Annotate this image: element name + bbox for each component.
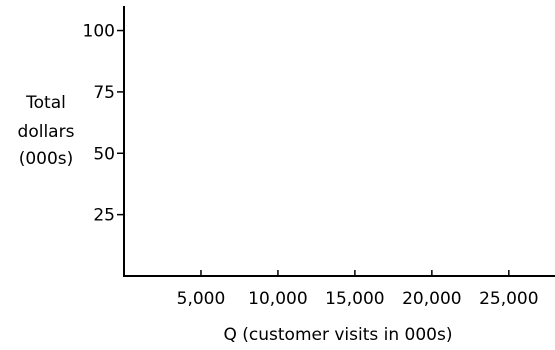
y-axis-label: Total dollars (000s) <box>18 93 75 169</box>
y-axis-label-line-2: dollars <box>18 122 75 142</box>
x-axis-label: Q (customer visits in 000s) <box>223 325 452 345</box>
x-ticks: 5,000 10,000 15,000 20,000 25,000 <box>177 270 539 309</box>
axes <box>123 6 555 277</box>
y-axis-label-line-3: (000s) <box>19 149 74 169</box>
y-tick-label: 75 <box>93 83 115 103</box>
x-tick-label: 5,000 <box>177 289 226 309</box>
y-tick-label: 100 <box>83 22 115 42</box>
y-tick-label: 25 <box>93 206 115 226</box>
y-ticks: 25 50 75 100 <box>83 22 124 226</box>
x-tick-label: 10,000 <box>248 289 307 309</box>
x-tick-label: 20,000 <box>402 289 461 309</box>
x-tick-label: 25,000 <box>479 289 538 309</box>
y-tick-label: 50 <box>93 144 115 164</box>
x-tick-label: 15,000 <box>325 289 384 309</box>
y-axis-label-line-1: Total <box>25 93 66 113</box>
